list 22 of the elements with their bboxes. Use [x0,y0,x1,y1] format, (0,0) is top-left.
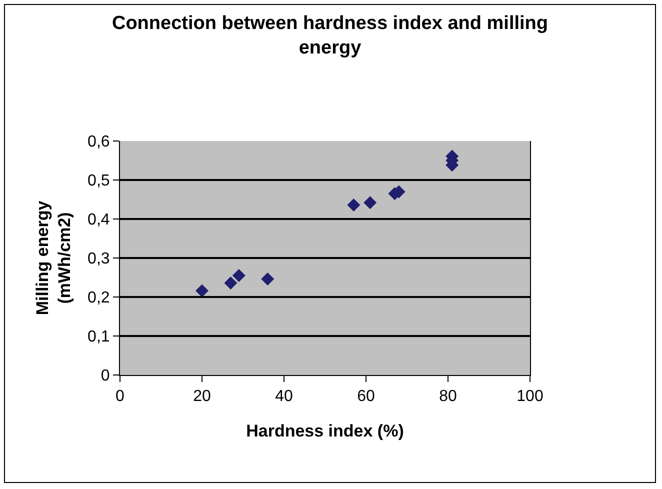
chart-title: Connection between hardness index and milling energy [112,12,548,59]
y-tick-label: 0,1 [88,328,110,346]
y-tick-label: 0 [100,368,110,385]
point [347,198,360,212]
y-tick-label: 0,3 [88,250,110,268]
x-tick-label: 80 [439,388,457,406]
point [196,284,208,298]
y-tick-label: 0,4 [88,212,110,229]
y-tick-label: 0,2 [88,290,110,307]
x-tick-label: 100 [516,388,544,406]
point [261,272,274,286]
x-axis-title: Hardness index (%) [246,422,404,441]
x-tick-label: 20 [193,388,211,406]
point [232,269,246,282]
point [224,276,238,290]
x-tick-label: 0 [116,388,125,406]
x-tick-label: 40 [275,388,293,406]
y-tick-label: 0,5 [88,172,110,190]
y-tick-label: 0,6 [88,134,110,151]
y-axis-title: Milling energy (mWh/cm2) [33,200,74,316]
point [364,196,377,210]
x-tick-label: 60 [357,388,375,406]
